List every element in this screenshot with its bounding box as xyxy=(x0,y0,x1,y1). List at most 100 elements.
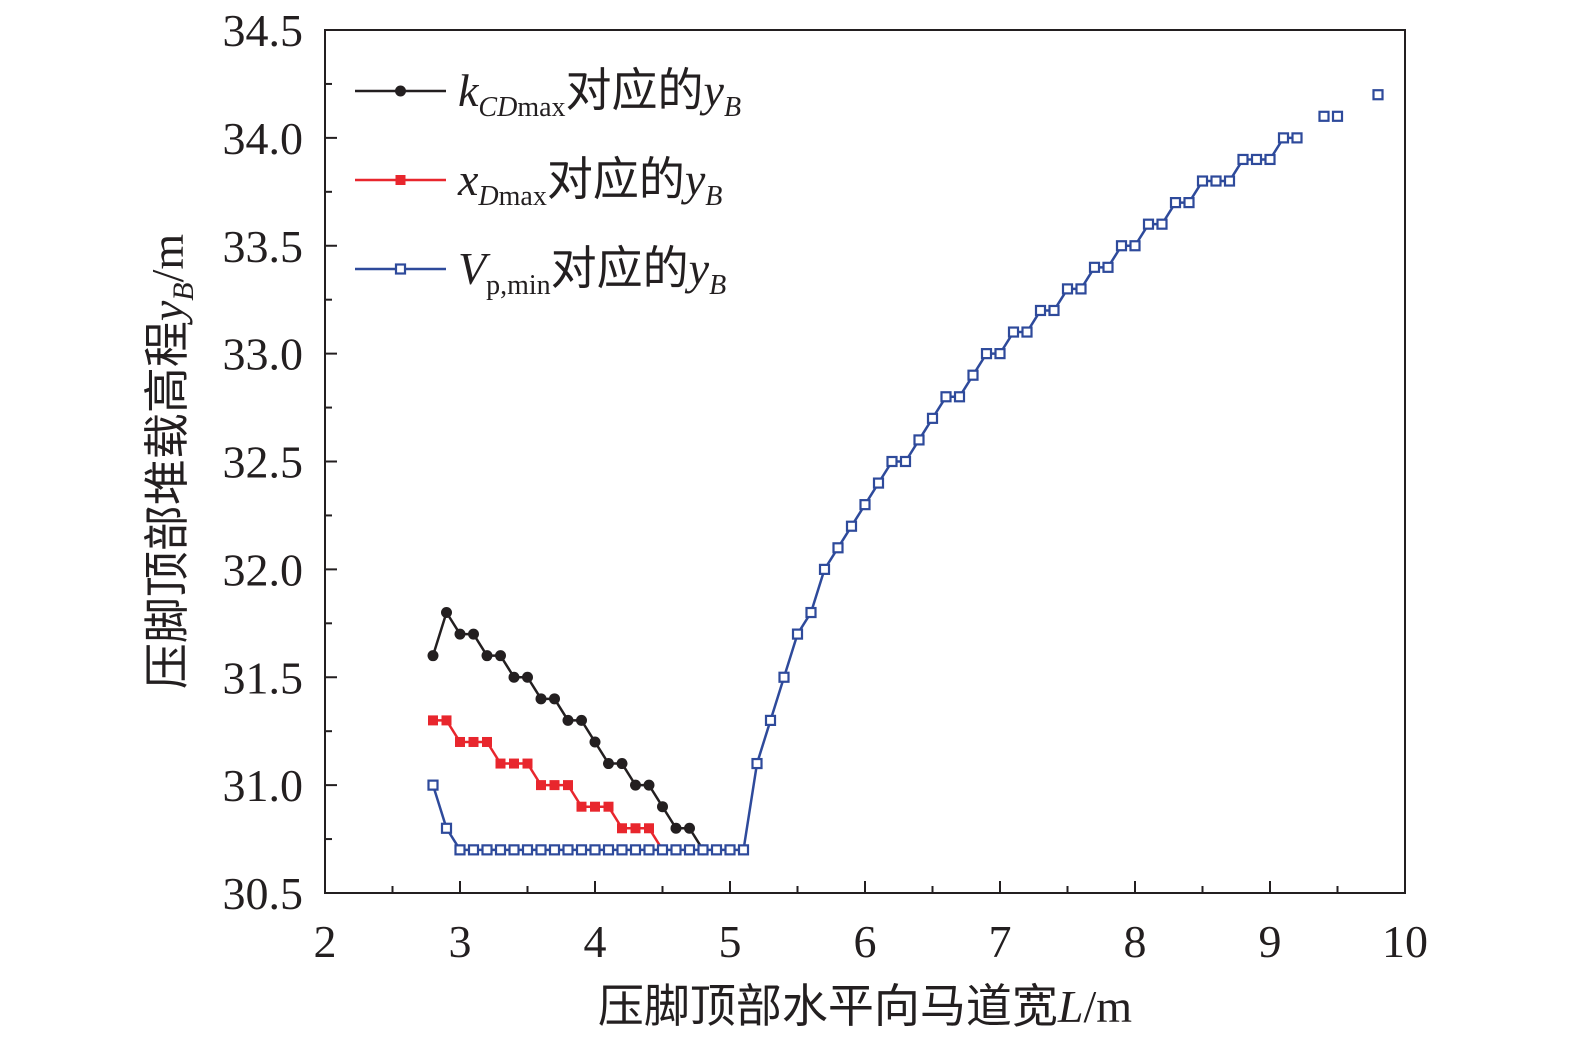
data-point xyxy=(644,823,654,834)
data-point xyxy=(1102,261,1114,273)
data-point xyxy=(832,542,844,554)
legend-var: V xyxy=(458,243,491,294)
legend-item-2: Vp,min对应的yB xyxy=(355,243,726,301)
legend-var2: y xyxy=(700,65,725,116)
data-point xyxy=(428,715,438,726)
data-point xyxy=(481,650,493,662)
legend: kCDmax对应的yB xDmax对应的yB Vp,min对应的yB xyxy=(355,65,741,301)
data-point xyxy=(589,844,601,856)
data-point xyxy=(630,779,641,791)
data-point xyxy=(535,844,547,856)
data-point xyxy=(1277,132,1290,144)
data-point xyxy=(508,844,520,856)
data-point xyxy=(643,844,655,856)
x-tick-label: 10 xyxy=(1382,916,1428,967)
data-point xyxy=(495,650,506,662)
data-point xyxy=(468,628,479,640)
legend-sub3: B xyxy=(705,181,722,212)
data-point xyxy=(603,758,614,770)
data-point xyxy=(427,779,439,791)
data-point xyxy=(1372,89,1384,101)
data-point xyxy=(562,844,574,856)
y-tick-label: 30.5 xyxy=(223,868,304,919)
data-point xyxy=(1061,283,1074,295)
x-tick-label: 3 xyxy=(449,916,472,967)
x-tick-label: 8 xyxy=(1124,916,1147,967)
data-point xyxy=(683,844,696,856)
series-1 xyxy=(428,715,668,855)
x-tick-label: 7 xyxy=(989,916,1012,967)
data-point xyxy=(535,693,547,705)
data-point xyxy=(764,714,777,727)
data-point xyxy=(629,844,642,856)
axes: 2 3 4 5 6 7 8 9 10 30.5 31.0 31.5 32.0 32.5 33.0 33.5 34… xyxy=(142,5,1428,1032)
data-point xyxy=(643,779,655,791)
data-point xyxy=(454,844,466,856)
data-point xyxy=(872,477,885,489)
x-tick-label: 6 xyxy=(854,916,877,967)
data-point xyxy=(455,736,465,747)
data-point xyxy=(1291,132,1303,144)
data-point xyxy=(818,563,831,575)
data-point xyxy=(805,606,817,619)
data-point xyxy=(521,844,534,856)
data-point xyxy=(1250,153,1263,166)
data-point xyxy=(1237,153,1249,166)
data-point xyxy=(670,844,682,856)
data-point xyxy=(494,844,507,856)
y-axis-title: 压脚顶部堆载高程yB/m xyxy=(142,234,200,690)
data-point xyxy=(1210,175,1222,187)
legend-sub: CD xyxy=(478,92,517,123)
data-point xyxy=(630,823,641,834)
legend-item-0: kCDmax对应的yB xyxy=(355,65,741,123)
data-point xyxy=(724,844,736,856)
legend-sub: D xyxy=(477,181,498,212)
data-point xyxy=(1075,283,1087,295)
data-point xyxy=(482,736,492,747)
data-point xyxy=(495,758,506,769)
data-point xyxy=(616,844,628,856)
x-axis-title: 压脚顶部水平向马道宽L/m xyxy=(598,981,1132,1032)
data-point xyxy=(1183,197,1195,209)
data-point xyxy=(1129,240,1141,252)
data-point xyxy=(602,844,615,856)
legend-label: xDmax对应的yB xyxy=(457,154,722,212)
data-point xyxy=(467,844,480,856)
legend-sub3: B xyxy=(724,92,741,123)
data-point xyxy=(427,650,439,662)
data-point xyxy=(1223,175,1236,187)
series-line-0 xyxy=(431,611,705,851)
data-point xyxy=(576,714,587,726)
data-point xyxy=(589,736,601,748)
data-point xyxy=(657,801,668,813)
legend-sub2: max xyxy=(499,181,547,212)
y-tick-label: 31.5 xyxy=(223,652,304,703)
data-point xyxy=(751,757,763,770)
y-tick-label: 34.5 xyxy=(223,5,304,56)
series-layer xyxy=(427,89,1384,856)
data-point xyxy=(670,822,682,834)
x-axis-title-var: L xyxy=(1057,981,1084,1032)
y-tick-label: 33.5 xyxy=(223,221,304,272)
legend-swatch-marker xyxy=(395,85,406,97)
series-0 xyxy=(427,607,709,856)
data-point xyxy=(1115,240,1128,252)
data-point xyxy=(616,758,628,770)
data-point xyxy=(481,844,493,856)
data-point xyxy=(617,823,627,834)
legend-sub2: max xyxy=(517,92,565,123)
data-point xyxy=(953,391,966,403)
legend-var2: y xyxy=(685,243,710,294)
y-axis-title-unit: /m xyxy=(142,234,193,283)
data-point xyxy=(778,671,790,683)
data-point xyxy=(603,801,614,812)
data-point xyxy=(710,844,723,856)
data-point xyxy=(576,801,587,812)
data-point xyxy=(1048,304,1060,317)
legend-text-cn: 对应的 xyxy=(547,154,685,205)
data-point xyxy=(656,844,669,856)
data-point xyxy=(508,671,520,683)
data-point xyxy=(563,780,573,791)
data-point xyxy=(1007,326,1020,338)
